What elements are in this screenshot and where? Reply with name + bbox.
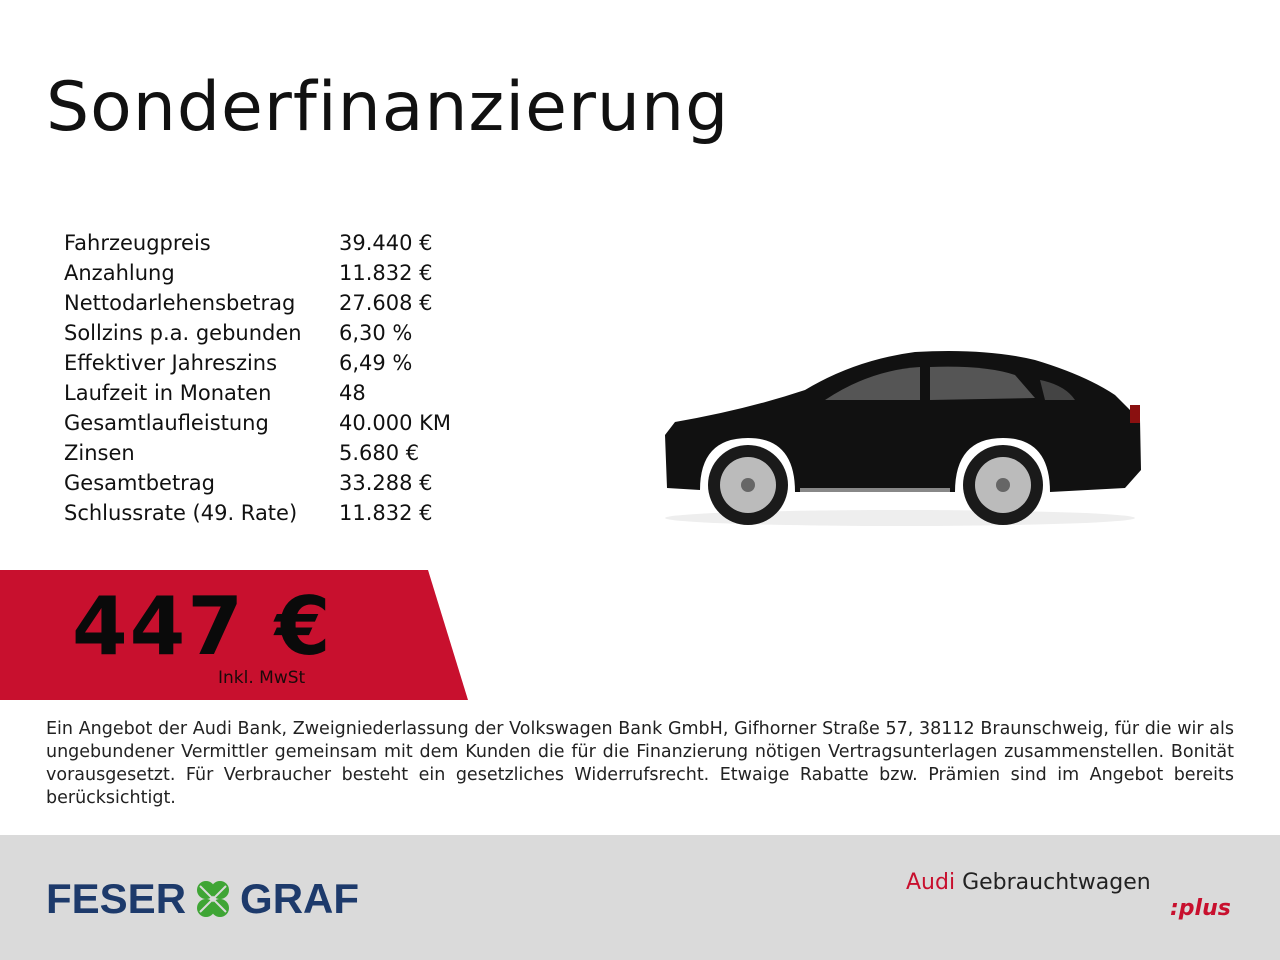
spec-value: 11.832 € — [339, 261, 433, 285]
spec-row: Gesamtbetrag 33.288 € — [64, 468, 451, 498]
spec-value: 6,49 % — [339, 351, 413, 375]
price-banner — [0, 570, 470, 700]
spec-label: Zinsen — [64, 441, 135, 465]
spec-row: Effektiver Jahreszins 6,49 % — [64, 348, 451, 378]
dealer-name-left: FESER — [46, 875, 187, 922]
dealer-name-right: GRAF — [240, 875, 360, 922]
spec-label: Gesamtbetrag — [64, 471, 216, 495]
spec-label: Gesamtlaufleistung — [64, 411, 269, 435]
spec-label: Sollzins p.a. gebunden — [64, 321, 302, 345]
spec-value: 6,30 % — [339, 321, 413, 345]
spec-value: 48 — [339, 381, 366, 405]
spec-row: Sollzins p.a. gebunden 6,30 % — [64, 318, 451, 348]
spec-value: 33.288 € — [339, 471, 433, 495]
spec-row: Nettodarlehensbetrag 27.608 € — [64, 288, 451, 318]
spec-label: Nettodarlehensbetrag — [64, 291, 296, 315]
spec-label: Effektiver Jahreszins — [64, 351, 278, 375]
spec-label: Anzahlung — [64, 261, 175, 285]
spec-label: Fahrzeugpreis — [64, 231, 211, 255]
car-image — [655, 340, 1145, 534]
spec-value: 27.608 € — [339, 291, 433, 315]
spec-row: Anzahlung 11.832 € — [64, 258, 451, 288]
spec-row: Zinsen 5.680 € — [64, 438, 451, 468]
dealer-logo: FESER GRAF — [46, 875, 359, 923]
spec-row: Fahrzeugpreis 39.440 € — [64, 228, 451, 258]
spec-label: Schlussrate (49. Rate) — [64, 501, 298, 525]
spec-row: Laufzeit in Monaten 48 — [64, 378, 451, 408]
legal-disclaimer: Ein Angebot der Audi Bank, Zweigniederla… — [46, 719, 1234, 808]
spec-value: 39.440 € — [339, 231, 433, 255]
spec-value: 5.680 € — [339, 441, 420, 465]
spec-value: 40.000 KM — [339, 411, 452, 435]
program: Gebrauchtwagen — [962, 870, 1151, 895]
vat-note: Inkl. MwSt — [218, 668, 306, 688]
brand: Audi — [906, 870, 956, 895]
spec-value: 11.832 € — [339, 501, 433, 525]
monthly-rate: 447 € — [72, 580, 333, 673]
spec-label: Laufzeit in Monaten — [64, 381, 272, 405]
spec-row: Schlussrate (49. Rate) 11.832 € — [64, 498, 451, 528]
audi-program-logo: Audi Gebrauchtwagen — [906, 870, 1151, 895]
program-suffix: :plus — [1170, 896, 1231, 921]
page-title: Sonderfinanzierung — [46, 68, 730, 147]
financing-specs: Fahrzeugpreis 39.440 € Anzahlung 11.832 € … — [64, 228, 451, 528]
spec-row: Gesamtlaufleistung 40.000 KM — [64, 408, 451, 438]
clover-icon — [197, 881, 230, 917]
